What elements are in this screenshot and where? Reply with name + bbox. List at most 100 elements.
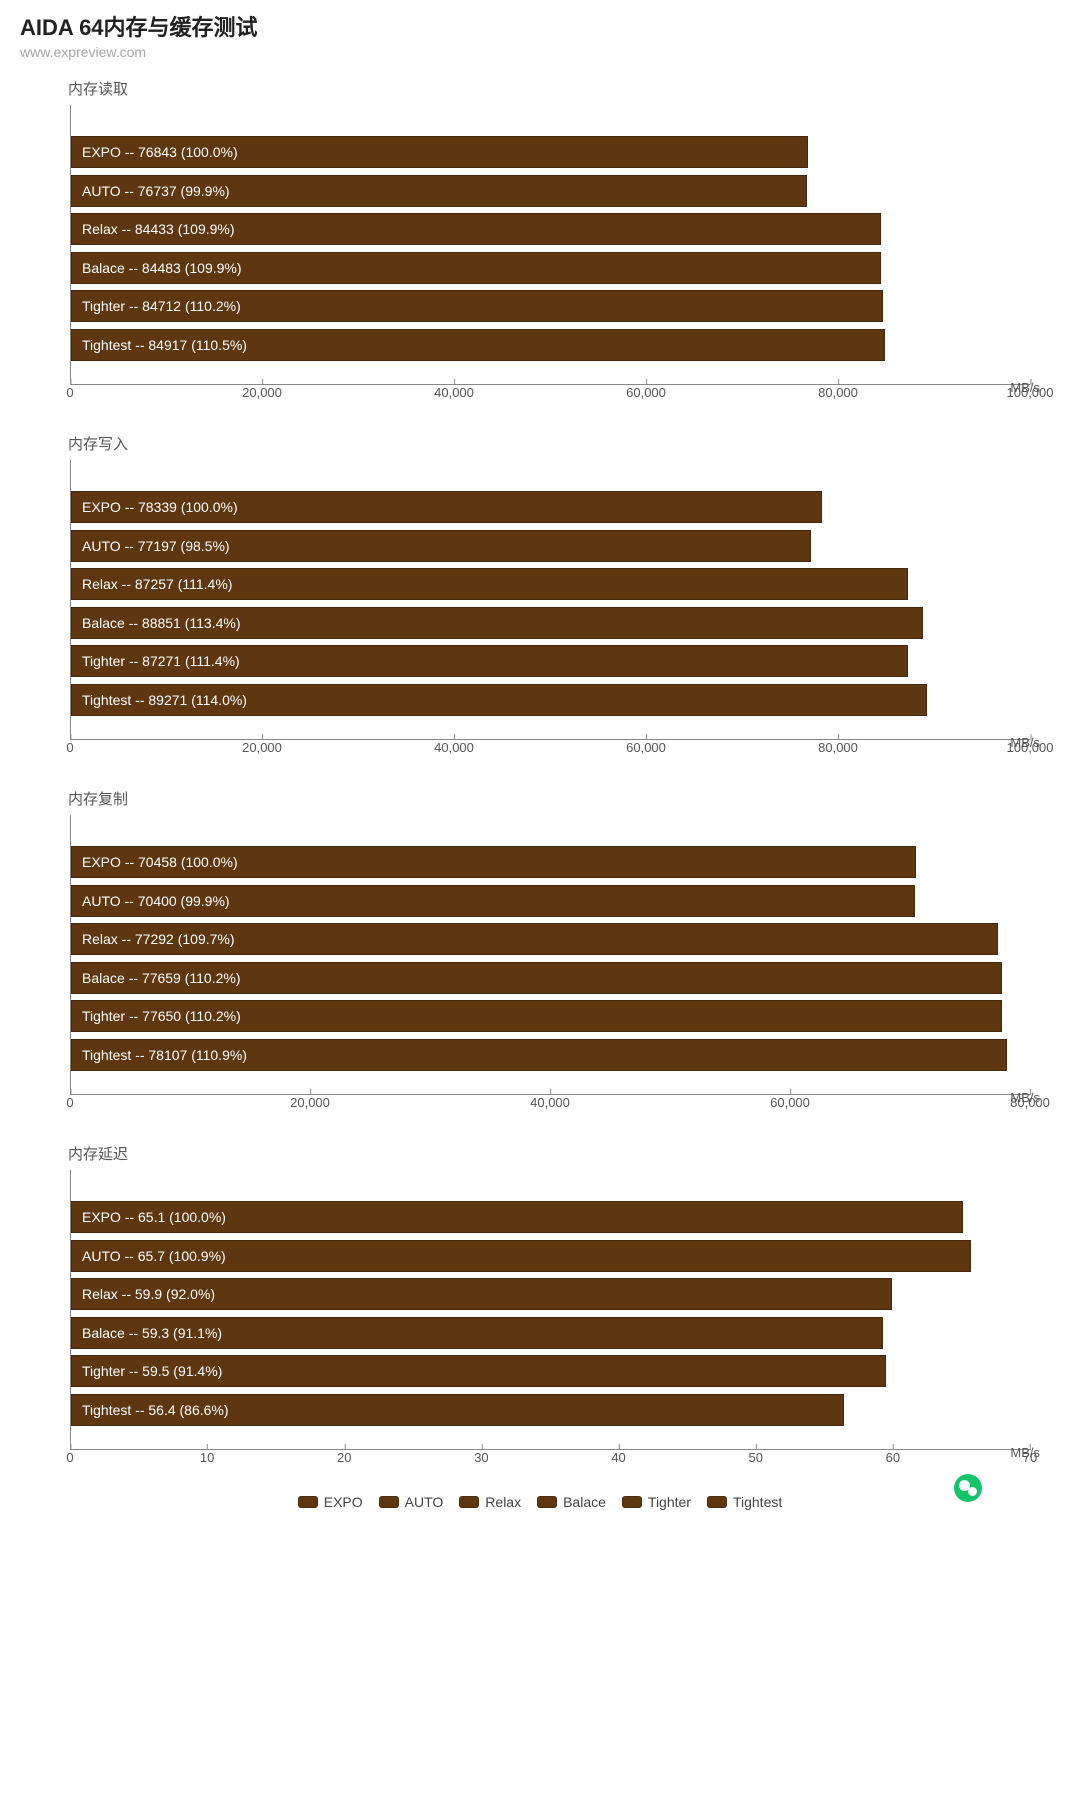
legend-item: Tightest xyxy=(707,1494,782,1510)
bar-row: Balace -- 88851 (113.4%) xyxy=(71,607,1030,639)
bar-row: EXPO -- 76843 (100.0%) xyxy=(71,136,1030,168)
bar-row: EXPO -- 65.1 (100.0%) xyxy=(71,1201,1030,1233)
bar-label: EXPO -- 76843 (100.0%) xyxy=(82,144,238,160)
page-title: AIDA 64内存与缓存测试 xyxy=(20,10,1060,42)
bar-row: AUTO -- 70400 (99.9%) xyxy=(71,885,1030,917)
bar-label: Tighter -- 84712 (110.2%) xyxy=(82,298,241,314)
bar-row: Tighter -- 84712 (110.2%) xyxy=(71,290,1030,322)
bar-row: Relax -- 77292 (109.7%) xyxy=(71,923,1030,955)
page-header: AIDA 64内存与缓存测试 www.expreview.com xyxy=(20,10,1060,60)
bar-row: Tighter -- 59.5 (91.4%) xyxy=(71,1355,1030,1387)
x-axis: 020,00040,00060,00080,000100,000 xyxy=(70,385,1030,415)
x-tick: 40,000 xyxy=(434,740,474,755)
bar-label: Tighter -- 59.5 (91.4%) xyxy=(82,1363,222,1379)
plot-area: EXPO -- 76843 (100.0%) AUTO -- 76737 (99.… xyxy=(70,105,1030,415)
bar-row: Relax -- 84433 (109.9%) xyxy=(71,213,1030,245)
legend: EXPO AUTO Relax Balace Tighter Tightest xyxy=(20,1494,1060,1510)
bar-relax: Relax -- 77292 (109.7%) xyxy=(71,923,998,955)
bar-row: EXPO -- 78339 (100.0%) xyxy=(71,491,1030,523)
x-tick: 50 xyxy=(748,1450,762,1465)
charts-container: 内存读取 EXPO -- 76843 (100.0%) AUTO -- 76737 … xyxy=(20,78,1060,1480)
legend-swatch xyxy=(707,1496,727,1508)
bar-row: AUTO -- 65.7 (100.9%) xyxy=(71,1240,1030,1272)
x-axis: 010203040506070 xyxy=(70,1450,1030,1480)
x-tick: 80,000 xyxy=(818,740,858,755)
bar-label: Relax -- 77292 (109.7%) xyxy=(82,931,235,947)
bar-row: Tighter -- 87271 (111.4%) xyxy=(71,645,1030,677)
legend-swatch xyxy=(459,1496,479,1508)
bar-auto: AUTO -- 77197 (98.5%) xyxy=(71,530,811,562)
legend-swatch xyxy=(622,1496,642,1508)
bar-label: Relax -- 84433 (109.9%) xyxy=(82,221,235,237)
bar-relax: Relax -- 84433 (109.9%) xyxy=(71,213,881,245)
bar-balace: Balace -- 59.3 (91.1%) xyxy=(71,1317,883,1349)
bar-label: EXPO -- 70458 (100.0%) xyxy=(82,854,238,870)
bar-row: Tightest -- 84917 (110.5%) xyxy=(71,329,1030,361)
x-tick: 100,000 xyxy=(1007,740,1054,755)
legend-item: Balace xyxy=(537,1494,606,1510)
bar-label: EXPO -- 65.1 (100.0%) xyxy=(82,1209,226,1225)
bar-label: Balace -- 77659 (110.2%) xyxy=(82,970,241,986)
bar-balace: Balace -- 77659 (110.2%) xyxy=(71,962,1002,994)
bar-tighter: Tighter -- 59.5 (91.4%) xyxy=(71,1355,886,1387)
x-tick: 0 xyxy=(66,740,73,755)
legend-item: AUTO xyxy=(379,1494,444,1510)
bar-row: Tightest -- 78107 (110.9%) xyxy=(71,1039,1030,1071)
legend-label: EXPO xyxy=(324,1494,363,1510)
plot-area: EXPO -- 65.1 (100.0%) AUTO -- 65.7 (100.9… xyxy=(70,1170,1030,1480)
bar-expo: EXPO -- 78339 (100.0%) xyxy=(71,491,822,523)
x-tick: 40,000 xyxy=(530,1095,570,1110)
x-tick: 60,000 xyxy=(770,1095,810,1110)
x-tick: 10 xyxy=(200,1450,214,1465)
x-tick: 20 xyxy=(337,1450,351,1465)
plot-area: EXPO -- 78339 (100.0%) AUTO -- 77197 (98.… xyxy=(70,460,1030,770)
bar-label: Tightest -- 78107 (110.9%) xyxy=(82,1047,247,1063)
bar-relax: Relax -- 87257 (111.4%) xyxy=(71,568,908,600)
legend-swatch xyxy=(379,1496,399,1508)
bar-relax: Relax -- 59.9 (92.0%) xyxy=(71,1278,892,1310)
x-tick: 40,000 xyxy=(434,385,474,400)
page-subtitle: www.expreview.com xyxy=(20,44,1060,60)
bar-tightest: Tightest -- 56.4 (86.6%) xyxy=(71,1394,844,1426)
legend-label: Tightest xyxy=(733,1494,782,1510)
bar-row: Tightest -- 89271 (114.0%) xyxy=(71,684,1030,716)
x-tick: 0 xyxy=(66,385,73,400)
x-tick: 80,000 xyxy=(1010,1095,1050,1110)
bar-row: EXPO -- 70458 (100.0%) xyxy=(71,846,1030,878)
legend-item: Relax xyxy=(459,1494,521,1510)
bar-row: Balace -- 59.3 (91.1%) xyxy=(71,1317,1030,1349)
chart-latency: 内存延迟 EXPO -- 65.1 (100.0%) AUTO -- 65.7 (1… xyxy=(20,1143,1060,1480)
bar-auto: AUTO -- 76737 (99.9%) xyxy=(71,175,807,207)
legend-label: AUTO xyxy=(405,1494,444,1510)
x-tick: 40 xyxy=(611,1450,625,1465)
legend-label: Tighter xyxy=(648,1494,691,1510)
chart-copy: 内存复制EXPO -- 70458 (100.0%)AUTO -- 70400 … xyxy=(20,788,1060,1125)
legend-label: Relax xyxy=(485,1494,521,1510)
x-tick: 100,000 xyxy=(1007,385,1054,400)
x-tick: 0 xyxy=(66,1095,73,1110)
bar-row: Balace -- 84483 (109.9%) xyxy=(71,252,1030,284)
x-tick: 20,000 xyxy=(242,385,282,400)
chart-title: 内存读取 xyxy=(68,78,1060,99)
legend-label: Balace xyxy=(563,1494,606,1510)
bar-label: Balace -- 59.3 (91.1%) xyxy=(82,1325,222,1341)
bar-label: AUTO -- 76737 (99.9%) xyxy=(82,183,230,199)
bar-balace: Balace -- 84483 (109.9%) xyxy=(71,252,881,284)
bar-label: Balace -- 88851 (113.4%) xyxy=(82,615,241,631)
bar-row: AUTO -- 77197 (98.5%) xyxy=(71,530,1030,562)
chart-title: 内存写入 xyxy=(68,433,1060,454)
bar-label: Tightest -- 84917 (110.5%) xyxy=(82,337,247,353)
x-tick: 70 xyxy=(1023,1450,1037,1465)
x-tick: 60 xyxy=(886,1450,900,1465)
bar-tightest: Tightest -- 89271 (114.0%) xyxy=(71,684,927,716)
x-tick: 20,000 xyxy=(242,740,282,755)
bar-label: Tightest -- 56.4 (86.6%) xyxy=(82,1402,229,1418)
legend-item: EXPO xyxy=(298,1494,363,1510)
bar-label: Balace -- 84483 (109.9%) xyxy=(82,260,242,276)
bar-balace: Balace -- 88851 (113.4%) xyxy=(71,607,923,639)
bar-row: Balace -- 77659 (110.2%) xyxy=(71,962,1030,994)
chart-read: 内存读取 EXPO -- 76843 (100.0%) AUTO -- 76737 … xyxy=(20,78,1060,415)
legend-item: Tighter xyxy=(622,1494,691,1510)
legend-swatch xyxy=(537,1496,557,1508)
chart-title: 内存延迟 xyxy=(68,1143,1060,1164)
